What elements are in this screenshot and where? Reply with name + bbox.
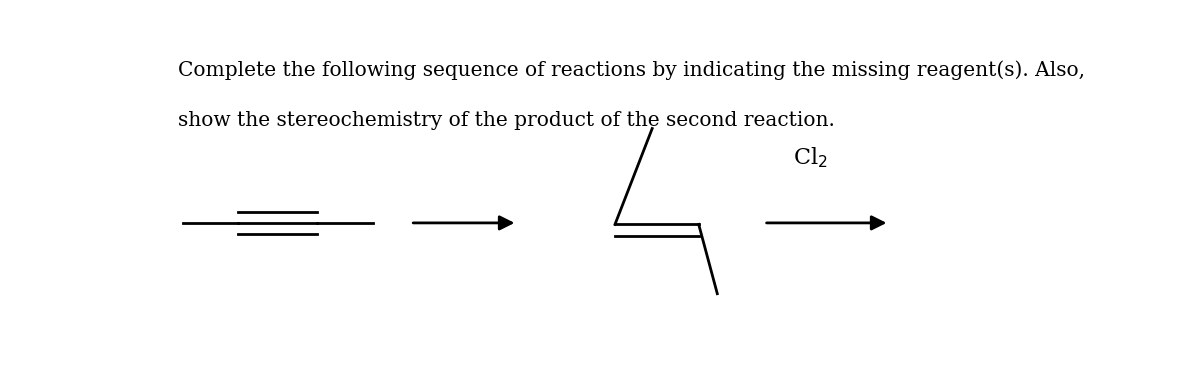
- Text: Complete the following sequence of reactions by indicating the missing reagent(s: Complete the following sequence of react…: [178, 61, 1085, 80]
- Text: show the stereochemistry of the product of the second reaction.: show the stereochemistry of the product …: [178, 111, 835, 130]
- Text: Cl$_2$: Cl$_2$: [793, 146, 828, 170]
